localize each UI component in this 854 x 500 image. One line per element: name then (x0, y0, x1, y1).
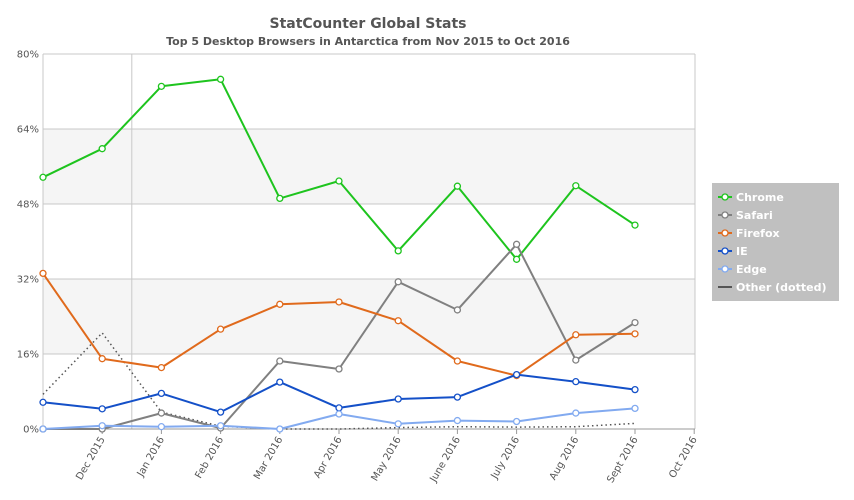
plot-band (43, 279, 695, 354)
edge-point (335, 410, 343, 418)
edge-point (453, 416, 462, 425)
x-tick-label: Dec 2015 (74, 435, 108, 482)
chrome-point (39, 173, 47, 181)
firefox-point (216, 325, 225, 333)
x-tick-label: Feb 2016 (193, 435, 226, 481)
ie-point (98, 405, 106, 413)
chrome-point (512, 255, 521, 263)
x-tick-label: July 2016 (489, 435, 522, 482)
y-tick-label: 80% (17, 50, 39, 61)
legend-label-safari: Safari (736, 209, 773, 222)
ie-point (216, 408, 225, 416)
firefox-point (335, 298, 343, 306)
ie-point (335, 404, 343, 412)
y-tick-label: 64% (17, 125, 39, 136)
legend-marker-safari (721, 211, 729, 219)
ie-point (631, 385, 639, 394)
plot-background-bands (43, 54, 695, 429)
ie-point (394, 395, 402, 403)
firefox-point (631, 330, 639, 338)
legend-box (712, 183, 839, 301)
chrome-point (216, 75, 225, 83)
legend-marker-ie (721, 247, 729, 255)
edge-point (572, 409, 580, 417)
y-tick-label: 48% (17, 200, 39, 211)
chrome-point (572, 182, 580, 190)
firefox-point (394, 317, 402, 325)
chrome-point (631, 221, 639, 229)
safari-point (276, 357, 284, 365)
safari-point (572, 356, 580, 364)
edge-point (394, 420, 402, 428)
series-lines (39, 75, 639, 433)
x-tick-label: June 2016 (428, 435, 463, 485)
firefox-point (453, 357, 462, 365)
plot-band (43, 54, 695, 129)
safari-point (453, 306, 462, 314)
edge-point (216, 422, 225, 430)
y-tick-label: 0% (23, 425, 39, 436)
chrome-point (335, 177, 343, 185)
legend-label-edge: Edge (736, 263, 767, 276)
edge-point (98, 422, 106, 430)
chrome-point (98, 145, 106, 153)
x-tick-label: Oct 2016 (667, 435, 699, 480)
x-axis-ticks: Dec 2015 Jan 2016 Feb 2016 Mar 2016 Apr 2016… (74, 429, 700, 485)
x-tick-label: May 2016 (370, 435, 404, 483)
edge-point (276, 425, 284, 433)
legend-marker-firefox (721, 229, 729, 237)
chart-title: StatCounter Global Stats (269, 16, 466, 32)
x-tick-label: Mar 2016 (252, 435, 285, 482)
safari-point (631, 318, 639, 327)
legend-marker-chrome (721, 193, 729, 201)
ie-point (572, 378, 580, 386)
ie-point (276, 378, 284, 386)
firefox-point (157, 363, 166, 372)
safari-point (512, 240, 521, 248)
edge-point (631, 404, 639, 413)
firefox-point (39, 269, 47, 278)
chrome-point (157, 82, 166, 90)
edge-point (512, 417, 521, 426)
legend-label-ie: IE (736, 245, 748, 258)
chrome-point (453, 182, 462, 190)
plot-band (43, 129, 695, 204)
safari-point (394, 278, 402, 286)
chrome-point (394, 247, 402, 255)
x-tick-label: Apr 2016 (312, 435, 344, 480)
chart-subtitle: Top 5 Desktop Browsers in Antarctica fro… (166, 35, 570, 48)
safari-point (157, 409, 166, 417)
x-tick-label: Aug 2016 (548, 435, 582, 482)
ie-point (453, 393, 462, 401)
firefox-point (98, 355, 106, 363)
safari-point (335, 365, 343, 373)
y-tick-label: 32% (17, 275, 39, 286)
chrome-point (276, 194, 284, 203)
legend-marker-edge (721, 265, 729, 273)
legend-label-other-dotted: Other (dotted) (736, 281, 827, 294)
edge-point (39, 425, 47, 433)
x-tick-label: Jan 2016 (135, 435, 167, 480)
firefox-point (572, 331, 580, 339)
firefox-point (276, 300, 284, 308)
legend: Chrome Safari Firefox IE Edge Other (dotted) (712, 183, 839, 301)
legend-label-chrome: Chrome (736, 191, 784, 204)
gridlines (42, 53, 696, 430)
ie-point (512, 370, 521, 379)
ie-point (39, 398, 47, 406)
ie-point (157, 389, 166, 398)
y-axis-ticks: 0% 16% 32% 48% 64% 80% (17, 50, 39, 436)
x-tick-label: Sept 2016 (605, 435, 640, 485)
legend-label-firefox: Firefox (736, 227, 780, 240)
y-tick-label: 16% (17, 350, 39, 361)
edge-point (157, 423, 166, 431)
